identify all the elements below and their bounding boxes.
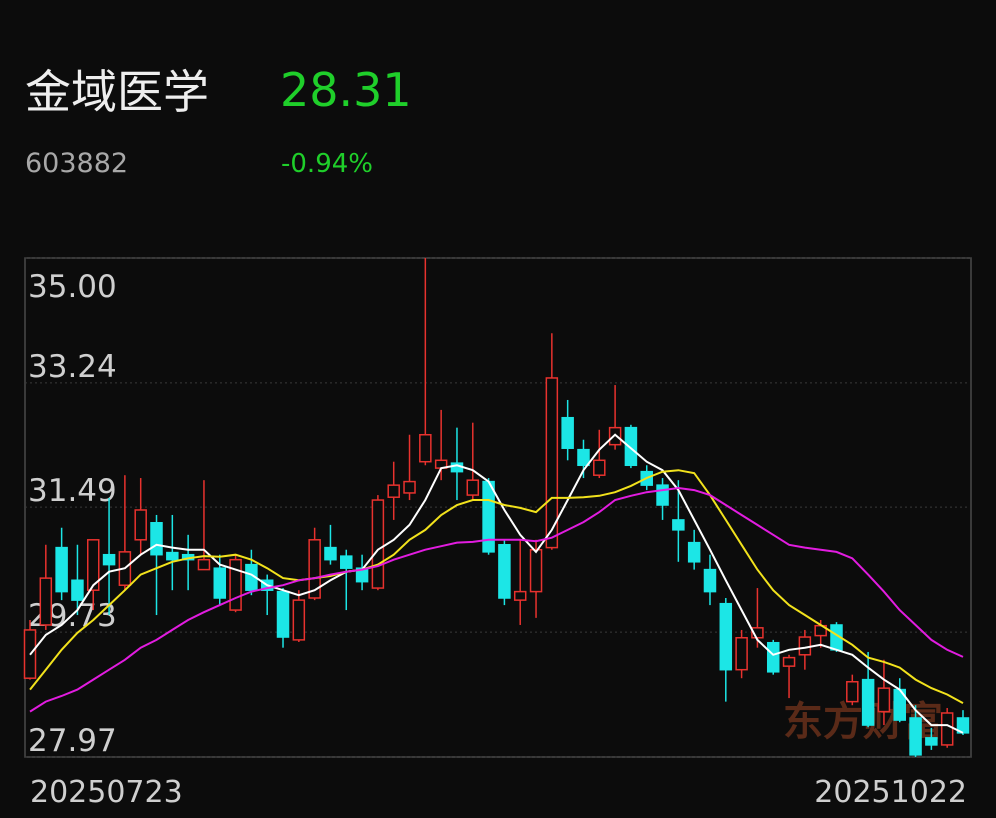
candle-body (39, 577, 53, 626)
candle-body (166, 551, 179, 561)
candle-body (71, 579, 84, 601)
candle-body (197, 558, 211, 571)
price-change: -0.94% (281, 149, 373, 179)
candle-body (387, 484, 400, 498)
candle-body (672, 519, 685, 531)
candle-body (940, 712, 954, 746)
x-tick-label: 20251022 (814, 775, 967, 810)
y-tick-label: 31.49 (28, 473, 117, 509)
candle-body (371, 499, 385, 589)
y-tick-label: 35.00 (28, 269, 117, 305)
candle-body (877, 687, 891, 713)
candle-body (703, 568, 717, 593)
candle-body (719, 602, 733, 671)
stock-code: 603882 (25, 148, 128, 179)
moving-average-line (29, 433, 964, 734)
candle-body (925, 737, 938, 746)
candle-body (87, 539, 100, 591)
candle-body (624, 426, 638, 467)
candle-body (529, 548, 543, 593)
candle-body (466, 479, 480, 496)
candle-body (751, 627, 764, 639)
stock-price: 28.31 (280, 63, 412, 117)
stock-name: 金域医学 (25, 65, 209, 119)
candle-body (419, 433, 432, 463)
moving-average-line (29, 469, 964, 704)
candle-body (782, 656, 796, 667)
candle-body (687, 541, 701, 563)
y-tick-label: 27.97 (28, 723, 117, 759)
candle-body (482, 480, 495, 553)
candle-body (577, 448, 590, 467)
candle-body (292, 599, 306, 641)
candle-body (798, 636, 812, 656)
candle-body (340, 555, 353, 569)
candle-body (213, 567, 227, 599)
candle-body (55, 546, 68, 593)
candle-body (150, 522, 163, 556)
candle-body (229, 558, 242, 611)
candle-body (861, 678, 875, 726)
candle-body (561, 416, 574, 449)
candle-body (102, 553, 116, 566)
candle-body (545, 377, 559, 549)
moving-average-line (29, 486, 964, 713)
y-tick-label: 33.24 (28, 349, 117, 385)
candle-body (403, 480, 416, 494)
candle-body (276, 590, 290, 638)
candle-body (766, 641, 780, 673)
x-tick-label: 20250723 (30, 775, 183, 810)
candle-body (308, 539, 321, 599)
candle-body (909, 717, 922, 756)
candle-body (324, 546, 337, 561)
candle-body (608, 426, 622, 446)
candle-body (513, 590, 527, 601)
candle-body (656, 484, 669, 506)
candle-body (735, 637, 748, 671)
candle-body (498, 544, 511, 599)
candle-body (134, 509, 147, 541)
candle-body (846, 681, 859, 703)
candle-body (593, 459, 606, 476)
